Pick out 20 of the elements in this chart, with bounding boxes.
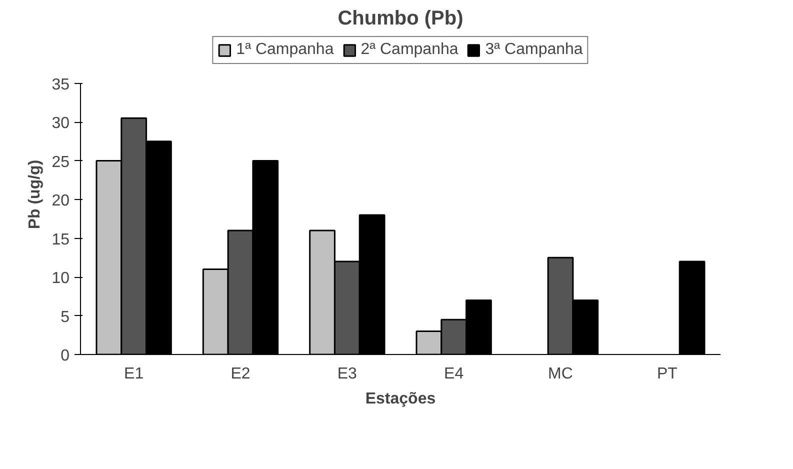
x-tick-label: E2 xyxy=(230,366,250,382)
legend-label: 3ª Campanha xyxy=(485,41,583,59)
y-tick-label: 30 xyxy=(52,115,70,132)
y-tick-label: 5 xyxy=(60,308,70,326)
y-tick-label: 0 xyxy=(60,348,70,364)
x-axis-title: Estações xyxy=(365,390,436,408)
x-tick-label: PT xyxy=(656,366,678,382)
x-tick-label: E3 xyxy=(337,366,358,382)
chart-title: Chumbo (Pb) xyxy=(338,8,464,30)
legend-label: 1ª Campanha xyxy=(236,41,334,59)
y-tick-label: 25 xyxy=(52,154,70,171)
x-tick-label: MC xyxy=(548,366,573,382)
y-tick-label: 15 xyxy=(52,231,70,248)
legend-label: 2ª Campanha xyxy=(360,41,458,59)
x-tick-label: E4 xyxy=(444,366,464,382)
x-tick-label: E1 xyxy=(124,366,144,382)
y-tick-label: 20 xyxy=(52,192,70,210)
y-axis-title: Pb (ug/g) xyxy=(26,160,44,230)
y-tick-label: 35 xyxy=(52,76,70,94)
y-tick-label: 10 xyxy=(52,270,70,288)
